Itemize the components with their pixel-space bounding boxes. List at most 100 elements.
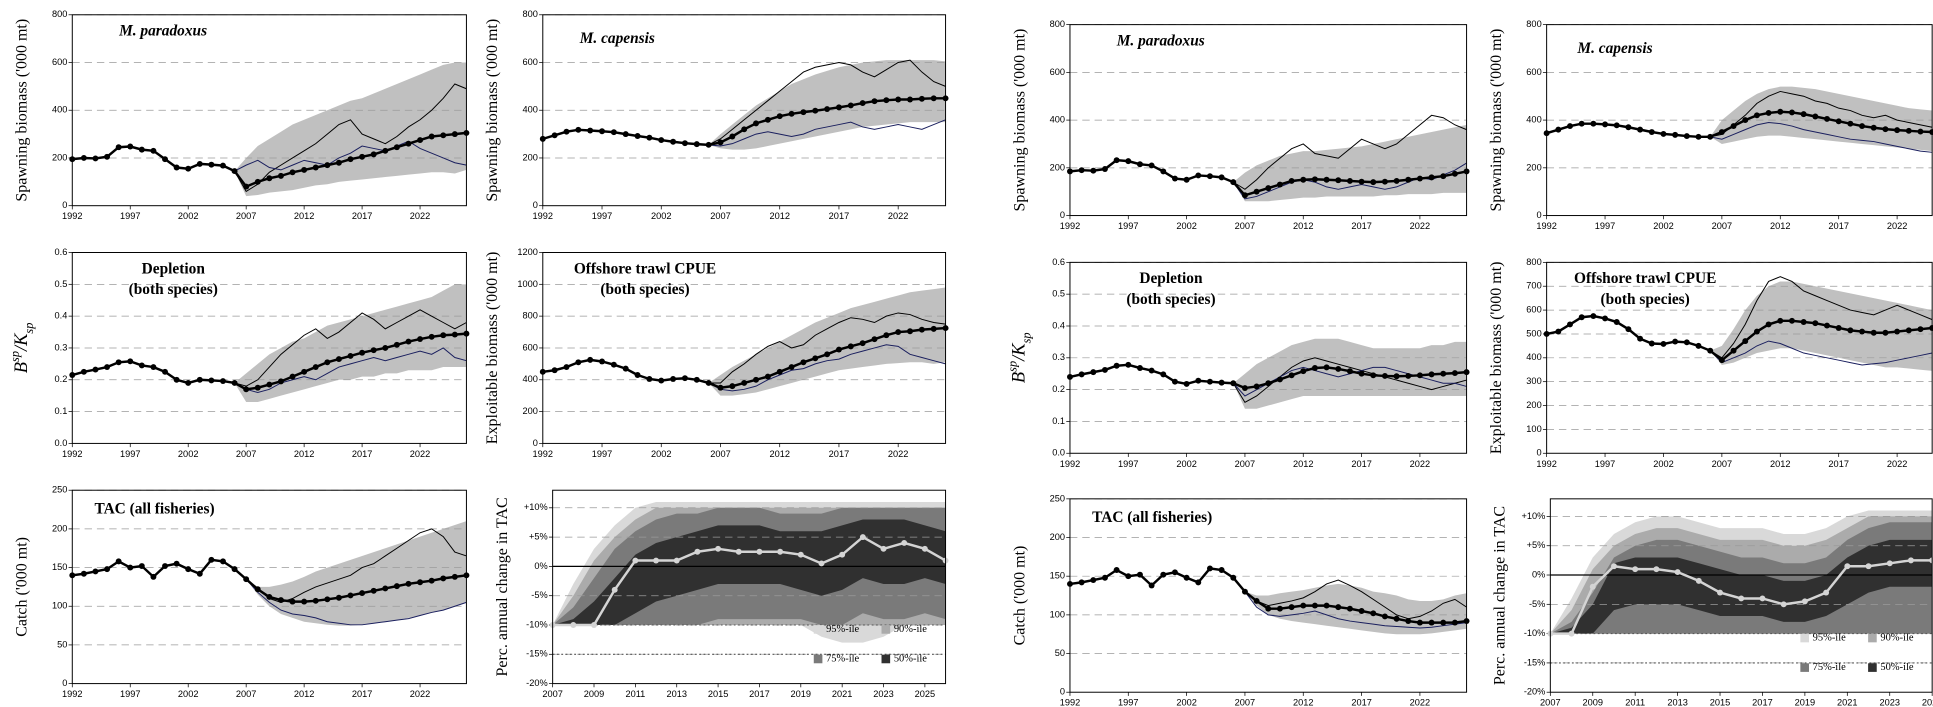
- panel: 0 50 100 150 200 250 1992 1997 2002 2007 2012 2017 2…: [14, 485, 470, 699]
- marker: [1759, 595, 1766, 602]
- marker: [847, 102, 854, 109]
- marker: [1428, 174, 1435, 181]
- marker: [277, 378, 284, 385]
- marker: [1859, 328, 1866, 335]
- plot-frame: [552, 489, 947, 685]
- marker: [1241, 192, 1248, 199]
- marker: [347, 592, 354, 599]
- marker: [1078, 167, 1085, 174]
- marker: [1265, 605, 1272, 612]
- y-tick-label: 600: [522, 342, 537, 352]
- marker: [1218, 567, 1225, 573]
- x-tick-label: 2012: [1770, 459, 1791, 469]
- marker: [1125, 573, 1132, 580]
- y-axis-label-part: sp: [1020, 332, 1034, 343]
- marker: [918, 95, 925, 102]
- y-tick-label: 0.4: [1052, 320, 1065, 330]
- marker: [673, 557, 680, 564]
- x-tick-label: 2007: [1712, 459, 1733, 469]
- marker: [591, 622, 597, 628]
- marker: [1865, 563, 1872, 570]
- plot-frame: [71, 14, 467, 207]
- marker: [370, 587, 377, 594]
- x-tick-label: 1997: [120, 449, 141, 459]
- x-tick-label: 1997: [120, 689, 141, 699]
- x-tick-label: 2002: [178, 211, 199, 221]
- marker: [162, 156, 168, 163]
- trajectory-line: [1232, 577, 1467, 629]
- marker: [1183, 176, 1190, 183]
- panel: 0.0 0.1 0.2 0.3 0.4 0.5 0.6 1992 1997 2002 2007 201…: [8, 247, 470, 459]
- x-tick-label: 2002: [1176, 221, 1197, 231]
- marker: [563, 128, 570, 135]
- legend-swatch: [813, 654, 823, 664]
- band: [552, 519, 946, 625]
- panel: 0 100 200 300 400 500 600 700 800 1992 1997 2002 200…: [1488, 257, 1933, 469]
- y-tick-label: 200: [522, 152, 537, 162]
- marker: [570, 622, 577, 628]
- y-tick-label: 0.6: [1052, 257, 1065, 267]
- panel-title: Depletion: [142, 260, 206, 277]
- x-tick-label: 1997: [1118, 221, 1139, 231]
- band: [234, 284, 467, 403]
- x-tick-label: 2007: [1540, 698, 1561, 707]
- marker: [231, 380, 238, 386]
- y-tick-label: 200: [1526, 162, 1541, 172]
- y-axis-label: Exploitable biomass ('000 mt): [484, 252, 501, 445]
- marker: [1288, 604, 1295, 611]
- y-tick-label: 600: [1526, 305, 1541, 315]
- marker: [1555, 328, 1562, 335]
- marker: [301, 166, 308, 173]
- marker: [1393, 615, 1400, 622]
- marker: [1451, 170, 1458, 177]
- marker: [901, 540, 908, 546]
- marker: [1113, 362, 1120, 369]
- marker: [1136, 571, 1143, 578]
- x-tick-label: 2012: [1770, 221, 1791, 231]
- marker: [776, 113, 783, 120]
- panel: 0 200 400 600 800 1000 1200 1992 1997 2002 2007 201…: [484, 247, 949, 459]
- marker: [1707, 347, 1714, 354]
- marker: [1241, 385, 1248, 391]
- y-axis-label: Spawning biomass ('000 mt): [484, 19, 501, 202]
- marker: [1323, 176, 1330, 183]
- trajectory-line: [234, 347, 467, 394]
- y-tick-label: 200: [1050, 162, 1065, 172]
- marker: [1206, 565, 1213, 572]
- marker: [1870, 124, 1877, 131]
- marker: [1695, 577, 1702, 584]
- marker: [611, 586, 618, 593]
- marker: [1405, 618, 1412, 625]
- marker: [266, 594, 273, 600]
- marker: [347, 156, 354, 163]
- y-tick-label: +5%: [529, 532, 548, 542]
- panel: 0 200 400 600 800 1992 1997 2002 2007 2012 2017 202…: [484, 9, 949, 221]
- marker: [428, 577, 435, 584]
- x-tick-label: 1992: [1536, 221, 1557, 231]
- marker: [1905, 327, 1912, 334]
- marker: [1567, 123, 1573, 130]
- marker: [289, 598, 296, 605]
- x-tick-label: 1992: [533, 449, 554, 459]
- panel-title: Offshore trawl CPUE: [574, 260, 716, 277]
- marker: [138, 362, 145, 369]
- marker: [150, 147, 157, 154]
- y-tick-label: 50: [1055, 648, 1065, 658]
- marker: [1148, 162, 1155, 169]
- marker: [1323, 364, 1330, 371]
- marker: [208, 556, 215, 563]
- marker: [1300, 602, 1307, 609]
- marker: [693, 141, 700, 148]
- marker: [1823, 589, 1830, 596]
- x-tick-label: 2002: [651, 449, 672, 459]
- marker: [1625, 124, 1632, 131]
- marker: [1428, 371, 1435, 378]
- x-tick-label: 2002: [178, 449, 199, 459]
- marker: [847, 343, 854, 350]
- marker: [907, 96, 913, 103]
- trajectory-line: [1710, 90, 1933, 138]
- marker: [1611, 563, 1617, 570]
- y-tick-label: 0: [1060, 687, 1065, 697]
- median-line: [1546, 110, 1933, 139]
